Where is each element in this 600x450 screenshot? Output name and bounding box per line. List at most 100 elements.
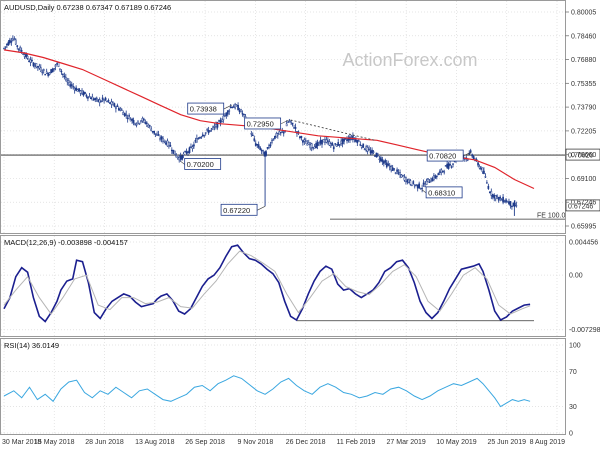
x-axis-label: 15 May 2018 <box>34 439 75 446</box>
candle-body <box>140 120 142 123</box>
price-annotation: 0.72950 <box>244 117 289 130</box>
candle-body <box>56 63 58 65</box>
candle-body <box>431 178 434 181</box>
price-y-tick-label: 0.78460 <box>571 33 596 40</box>
candle-body <box>279 131 282 134</box>
candle-body <box>62 73 64 75</box>
candle-body <box>66 80 69 83</box>
candle-body <box>206 129 209 131</box>
candle-body <box>478 166 481 169</box>
candle-body <box>365 146 368 151</box>
dashed-trendline <box>290 119 376 141</box>
annotation-box <box>184 158 222 170</box>
annotation-leader <box>223 104 232 110</box>
candle-body <box>182 153 185 156</box>
candle-body <box>201 134 204 137</box>
price-y-tick-label: 0.75355 <box>571 81 596 88</box>
candle-body <box>427 178 429 180</box>
candle-body <box>184 151 186 153</box>
candle-body <box>69 84 72 87</box>
candle-body <box>381 159 384 162</box>
x-axis-label: 10 May 2019 <box>436 439 477 446</box>
candle-body <box>375 152 378 158</box>
price-y-tick-label: 0.65995 <box>571 224 596 231</box>
candle-body <box>408 178 410 183</box>
candle-body <box>444 165 447 167</box>
candle-body <box>480 167 482 170</box>
candle-body <box>181 155 183 160</box>
candle-body <box>278 131 281 135</box>
annotation-leader <box>280 119 289 125</box>
candle-body <box>88 96 91 98</box>
x-axis-label: 26 Sep 2018 <box>185 439 225 446</box>
candle-body <box>28 60 30 63</box>
candle-body <box>87 96 89 99</box>
candle-body <box>372 151 375 153</box>
candle-body <box>486 182 488 184</box>
candle-body <box>288 120 291 123</box>
price-annotation: 0.70200 <box>180 158 222 170</box>
rsi-line <box>3 375 531 408</box>
candle-body <box>274 135 276 139</box>
annotation-layer: 0.70620 FE 100.0 0.73938 0.72950 0.70200 0.67… <box>180 102 600 220</box>
candle-body <box>346 139 348 142</box>
candle-body <box>203 134 206 137</box>
candle-body <box>223 115 226 117</box>
x-axis-label: 8 Aug 2019 <box>530 439 566 446</box>
candle-body <box>59 68 61 70</box>
candle-body <box>54 64 57 68</box>
price-y-tick-label: 0.76880 <box>571 57 596 64</box>
candle-body <box>443 171 446 173</box>
candle-body <box>116 105 119 107</box>
candle-body <box>101 97 104 100</box>
candle-body <box>73 88 76 91</box>
candle-body <box>487 185 490 189</box>
candle-body <box>259 147 262 150</box>
rsi-panel-frame <box>0 338 566 435</box>
candle-body <box>378 158 381 160</box>
candle-body <box>374 155 376 157</box>
candle-body <box>357 140 360 142</box>
candle-body <box>415 184 418 186</box>
candle-body <box>231 106 234 109</box>
candle-body <box>172 149 175 154</box>
candle-body <box>272 139 275 141</box>
candle-body <box>490 190 493 196</box>
candle-body <box>377 154 379 156</box>
candle-body <box>250 133 253 135</box>
candle-body <box>265 151 267 156</box>
candle-body <box>106 100 108 103</box>
candle-body <box>240 109 242 113</box>
candle-body <box>153 130 156 134</box>
candle-body <box>366 147 369 152</box>
candle-body <box>399 172 401 175</box>
candle-body <box>307 142 310 146</box>
price-annotation: 0.67220 <box>220 203 266 216</box>
rsi-y-tick-label: 30 <box>569 404 577 411</box>
candle-body <box>72 86 75 88</box>
annotation-leader <box>421 189 427 194</box>
candle-body <box>210 128 213 130</box>
candle-body <box>234 103 236 109</box>
annotation-label: 0.70200 <box>187 160 214 169</box>
candle-body <box>319 140 322 144</box>
candle-body <box>198 137 201 139</box>
candle-body <box>119 108 122 111</box>
candle-body <box>212 126 214 128</box>
price-y-tick-label: 0.80005 <box>571 10 596 17</box>
candle-body <box>157 134 160 136</box>
candle-body <box>282 131 285 134</box>
annotation-box <box>426 149 464 162</box>
candle-body <box>103 98 105 102</box>
candle-body <box>125 113 128 116</box>
candle-body <box>515 205 518 207</box>
candle-body <box>331 142 334 146</box>
candle-body <box>406 179 409 183</box>
candle-body <box>53 68 55 70</box>
candle-body <box>160 136 163 140</box>
candle-body <box>371 149 373 154</box>
candle-body <box>129 119 132 122</box>
candle-body <box>67 80 70 84</box>
annotation-leader <box>180 161 185 165</box>
